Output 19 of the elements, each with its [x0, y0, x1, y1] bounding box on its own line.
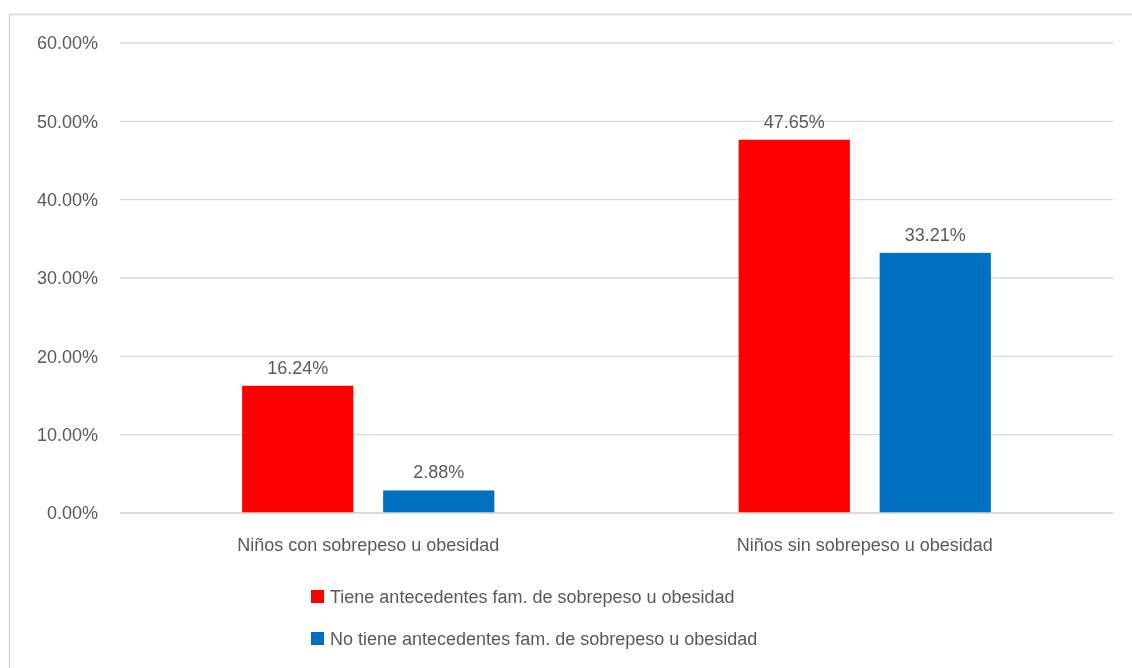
y-tick-label: 20.00% — [36, 346, 98, 367]
data-label: 33.21% — [904, 224, 966, 245]
x-tick-label: Niños con sobrepeso u obesidad — [237, 535, 500, 555]
bar — [242, 385, 354, 513]
y-tick-label: 10.00% — [36, 424, 98, 445]
legend-label: No tiene antecedentes fam. de sobrepeso u obesidad — [330, 629, 758, 650]
data-label: 47.65% — [763, 111, 825, 132]
data-label: 2.88% — [413, 462, 465, 483]
x-tick-label: Niños sin sobrepeso u obesidad — [736, 535, 993, 555]
bar — [383, 490, 495, 513]
legend-label: Tiene antecedentes fam. de sobrepeso u obesidad — [330, 587, 735, 608]
y-tick-label: 40.00% — [36, 189, 98, 210]
bar — [879, 252, 991, 513]
y-tick-label: 60.00% — [36, 33, 98, 54]
y-tick-label: 30.00% — [36, 268, 98, 289]
bar — [738, 139, 850, 513]
data-label: 16.24% — [267, 357, 329, 378]
y-tick-label: 0.00% — [46, 503, 98, 524]
y-tick-label: 50.00% — [36, 111, 98, 132]
